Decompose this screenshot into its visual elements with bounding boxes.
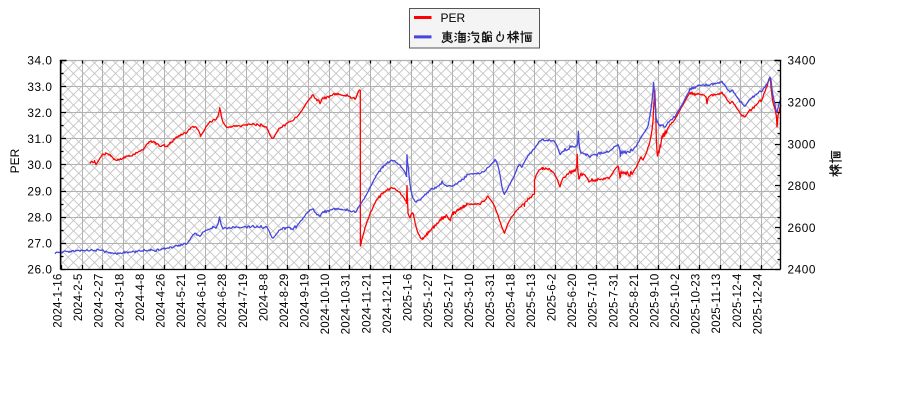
svg-text:2024-4-26: 2024-4-26	[155, 274, 167, 328]
svg-text:2025-12-4: 2025-12-4	[732, 273, 744, 328]
svg-text:28.0: 28.0	[27, 210, 52, 224]
svg-text:2025-8-21: 2025-8-21	[629, 274, 641, 328]
svg-text:2024-2-27: 2024-2-27	[94, 274, 106, 328]
svg-text:27.0: 27.0	[27, 237, 52, 251]
svg-text:33.0: 33.0	[27, 80, 52, 94]
svg-text:2024-8-29: 2024-8-29	[279, 274, 291, 328]
svg-text:2024-5-21: 2024-5-21	[176, 274, 188, 328]
svg-text:3000: 3000	[788, 137, 816, 151]
svg-text:2800: 2800	[788, 179, 816, 193]
svg-text:2024-10-10: 2024-10-10	[320, 274, 332, 335]
svg-text:2024-1-16: 2024-1-16	[53, 274, 65, 328]
svg-text:2025-6-20: 2025-6-20	[567, 274, 579, 328]
svg-text:2025-4-18: 2025-4-18	[505, 274, 517, 328]
svg-text:2024-6-28: 2024-6-28	[217, 274, 229, 328]
svg-text:2025-10-23: 2025-10-23	[691, 274, 703, 335]
svg-text:2025-3-31: 2025-3-31	[485, 274, 497, 328]
svg-text:2025-7-10: 2025-7-10	[588, 274, 600, 328]
svg-text:2025-11-13: 2025-11-13	[711, 274, 723, 334]
svg-text:2024-7-19: 2024-7-19	[238, 274, 250, 328]
svg-text:2024-2-5: 2024-2-5	[73, 274, 85, 322]
svg-text:31.0: 31.0	[27, 132, 52, 146]
svg-text:PER: PER	[441, 11, 466, 25]
svg-text:3200: 3200	[788, 96, 816, 110]
svg-text:3400: 3400	[788, 54, 816, 68]
svg-text:2025-5-13: 2025-5-13	[526, 274, 538, 328]
svg-text:2024-12-11: 2024-12-11	[382, 274, 394, 334]
svg-text:2025-1-27: 2025-1-27	[423, 274, 435, 328]
svg-text:32.0: 32.0	[27, 106, 52, 120]
svg-text:2024-8-8: 2024-8-8	[258, 274, 270, 322]
svg-text:29.0: 29.0	[27, 184, 52, 198]
svg-text:2025-7-31: 2025-7-31	[608, 274, 620, 328]
svg-text:2024-4-8: 2024-4-8	[135, 274, 147, 322]
svg-text:34.0: 34.0	[27, 54, 52, 68]
svg-text:2025-9-10: 2025-9-10	[649, 274, 661, 328]
svg-text:2400: 2400	[788, 263, 816, 277]
svg-text:2025-1-6: 2025-1-6	[402, 274, 414, 322]
svg-text:2024-9-19: 2024-9-19	[300, 274, 312, 328]
svg-text:2025-3-10: 2025-3-10	[464, 274, 476, 328]
svg-text:26.0: 26.0	[27, 263, 52, 277]
svg-text:PER: PER	[8, 148, 22, 173]
svg-text:2025-2-17: 2025-2-17	[444, 274, 456, 328]
svg-text:2024-10-31: 2024-10-31	[341, 274, 353, 335]
svg-text:30.0: 30.0	[27, 158, 52, 172]
svg-text:2025-10-2: 2025-10-2	[670, 274, 682, 328]
svg-text:2025-6-2: 2025-6-2	[547, 274, 559, 322]
svg-text:2024-6-10: 2024-6-10	[197, 274, 209, 328]
svg-text:2025-12-24: 2025-12-24	[752, 273, 764, 334]
svg-text:2600: 2600	[788, 221, 816, 235]
svg-text:2024-3-18: 2024-3-18	[114, 274, 126, 328]
svg-text:2024-11-21: 2024-11-21	[361, 274, 373, 334]
